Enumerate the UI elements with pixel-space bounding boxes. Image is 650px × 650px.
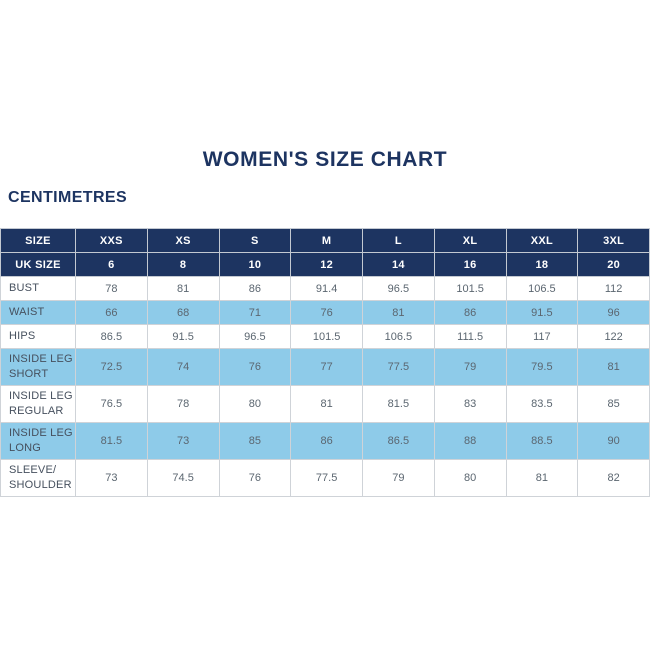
table-row: INSIDE LEG SHORT 72.5 74 76 77 77.5 79 79.5 81 (0, 348, 650, 386)
measurement-cell: 76 (218, 348, 292, 386)
measurement-cell: 78 (75, 276, 148, 301)
header-value-cell: M (290, 228, 363, 253)
header-value-cell: 3XL (577, 228, 650, 253)
measurement-cell: 106.5 (505, 276, 579, 301)
measurement-cell: 81 (290, 385, 363, 423)
measurement-cell: 68 (146, 300, 220, 325)
measurement-cell: 86 (290, 422, 363, 460)
header-value-cell: L (362, 228, 435, 253)
measurement-cell: 72.5 (75, 348, 148, 386)
header-value-cell: S (218, 228, 292, 253)
measurement-cell: 76.5 (75, 385, 148, 423)
measurement-cell: 122 (577, 324, 650, 349)
measurement-cell: 85 (218, 422, 292, 460)
measurement-cell: 79 (433, 348, 507, 386)
measurement-cell: 80 (433, 459, 507, 497)
row-label-cell: INSIDE LEG LONG (0, 422, 76, 460)
measurement-cell: 96.5 (362, 276, 435, 301)
measurement-cell: 77 (290, 348, 363, 386)
measurement-cell: 85 (577, 385, 650, 423)
row-label-cell: WAIST (0, 300, 76, 325)
table-head: SIZE XXS XS S M L XL XXL 3XL UK SIZE 6 8 10 12 14 16 18 2… (0, 228, 650, 277)
measurement-cell: 106.5 (362, 324, 435, 349)
measurement-cell: 81.5 (362, 385, 435, 423)
measurement-cell: 101.5 (290, 324, 363, 349)
table-row: INSIDE LEG REGULAR 76.5 78 80 81 81.5 83 83.5 85 (0, 385, 650, 423)
measurement-cell: 79 (362, 459, 435, 497)
header-row-uk-size: UK SIZE 6 8 10 12 14 16 18 20 (0, 252, 650, 277)
measurement-cell: 79.5 (505, 348, 579, 386)
measurement-cell: 74.5 (146, 459, 220, 497)
measurement-cell: 73 (75, 459, 148, 497)
table-row: BUST 78 81 86 91.4 96.5 101.5 106.5 112 (0, 276, 650, 301)
measurement-cell: 80 (218, 385, 292, 423)
measurement-cell: 96 (577, 300, 650, 325)
measurement-cell: 74 (146, 348, 220, 386)
measurement-cell: 76 (218, 459, 292, 497)
header-value-cell: XXS (75, 228, 148, 253)
measurement-cell: 117 (505, 324, 579, 349)
measurement-cell: 88.5 (505, 422, 579, 460)
header-value-cell: 6 (75, 252, 148, 277)
measurement-cell: 96.5 (218, 324, 292, 349)
table-row: INSIDE LEG LONG 81.5 73 85 86 86.5 88 88.5 90 (0, 422, 650, 460)
measurement-cell: 71 (218, 300, 292, 325)
measurement-cell: 111.5 (433, 324, 507, 349)
measurement-cell: 91.5 (146, 324, 220, 349)
measurement-cell: 77.5 (362, 348, 435, 386)
measurement-cell: 90 (577, 422, 650, 460)
row-label-cell: SLEEVE/ SHOULDER (0, 459, 76, 497)
header-value-cell: XS (146, 228, 220, 253)
measurement-cell: 81.5 (75, 422, 148, 460)
header-value-cell: 14 (362, 252, 435, 277)
row-label-cell: BUST (0, 276, 76, 301)
header-value-cell: 18 (505, 252, 579, 277)
measurement-cell: 83 (433, 385, 507, 423)
header-value-cell: XXL (505, 228, 579, 253)
measurement-cell: 81 (146, 276, 220, 301)
unit-label: CENTIMETRES (8, 189, 128, 206)
measurement-cell: 81 (362, 300, 435, 325)
measurement-cell: 91.4 (290, 276, 363, 301)
header-label-cell: SIZE (0, 228, 76, 253)
measurement-cell: 73 (146, 422, 220, 460)
measurement-cell: 101.5 (433, 276, 507, 301)
header-row-size: SIZE XXS XS S M L XL XXL 3XL (0, 228, 650, 253)
measurement-cell: 81 (505, 459, 579, 497)
table-row: HIPS 86.5 91.5 96.5 101.5 106.5 111.5 117 122 (0, 324, 650, 349)
measurement-cell: 77.5 (290, 459, 363, 497)
measurement-cell: 83.5 (505, 385, 579, 423)
measurement-cell: 82 (577, 459, 650, 497)
measurement-cell: 88 (433, 422, 507, 460)
table-row: SLEEVE/ SHOULDER 73 74.5 76 77.5 79 80 81 82 (0, 459, 650, 497)
header-value-cell: 8 (146, 252, 220, 277)
header-value-cell: XL (433, 228, 507, 253)
header-label-cell: UK SIZE (0, 252, 76, 277)
measurement-cell: 86.5 (362, 422, 435, 460)
measurement-cell: 81 (577, 348, 650, 386)
row-label-cell: HIPS (0, 324, 76, 349)
page-title: WOMEN'S SIZE CHART (202, 148, 448, 171)
measurement-cell: 86 (218, 276, 292, 301)
measurement-cell: 86 (433, 300, 507, 325)
measurement-cell: 91.5 (505, 300, 579, 325)
header-value-cell: 16 (433, 252, 507, 277)
measurement-cell: 112 (577, 276, 650, 301)
measurement-cell: 76 (290, 300, 363, 325)
header-value-cell: 12 (290, 252, 363, 277)
table-row: WAIST 66 68 71 76 81 86 91.5 96 (0, 300, 650, 325)
size-chart-table: SIZE XXS XS S M L XL XXL 3XL UK SIZE 6 8 10 12 14 16 18 2… (0, 228, 650, 497)
row-label-cell: INSIDE LEG REGULAR (0, 385, 76, 423)
header-value-cell: 20 (577, 252, 650, 277)
table-body: BUST 78 81 86 91.4 96.5 101.5 106.5 112 WAIST 66 68… (0, 276, 650, 497)
header-value-cell: 10 (218, 252, 292, 277)
measurement-cell: 78 (146, 385, 220, 423)
row-label-cell: INSIDE LEG SHORT (0, 348, 76, 386)
measurement-cell: 86.5 (75, 324, 148, 349)
measurement-cell: 66 (75, 300, 148, 325)
